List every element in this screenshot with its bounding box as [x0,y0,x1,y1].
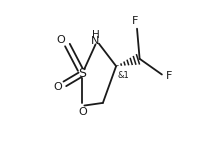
Text: N: N [91,36,100,46]
Text: S: S [78,67,86,80]
Text: O: O [78,107,87,117]
Text: O: O [57,35,65,45]
Text: O: O [54,82,62,92]
Text: H: H [92,30,99,40]
Text: F: F [166,71,172,81]
Text: &1: &1 [117,71,129,80]
Text: F: F [132,16,138,26]
